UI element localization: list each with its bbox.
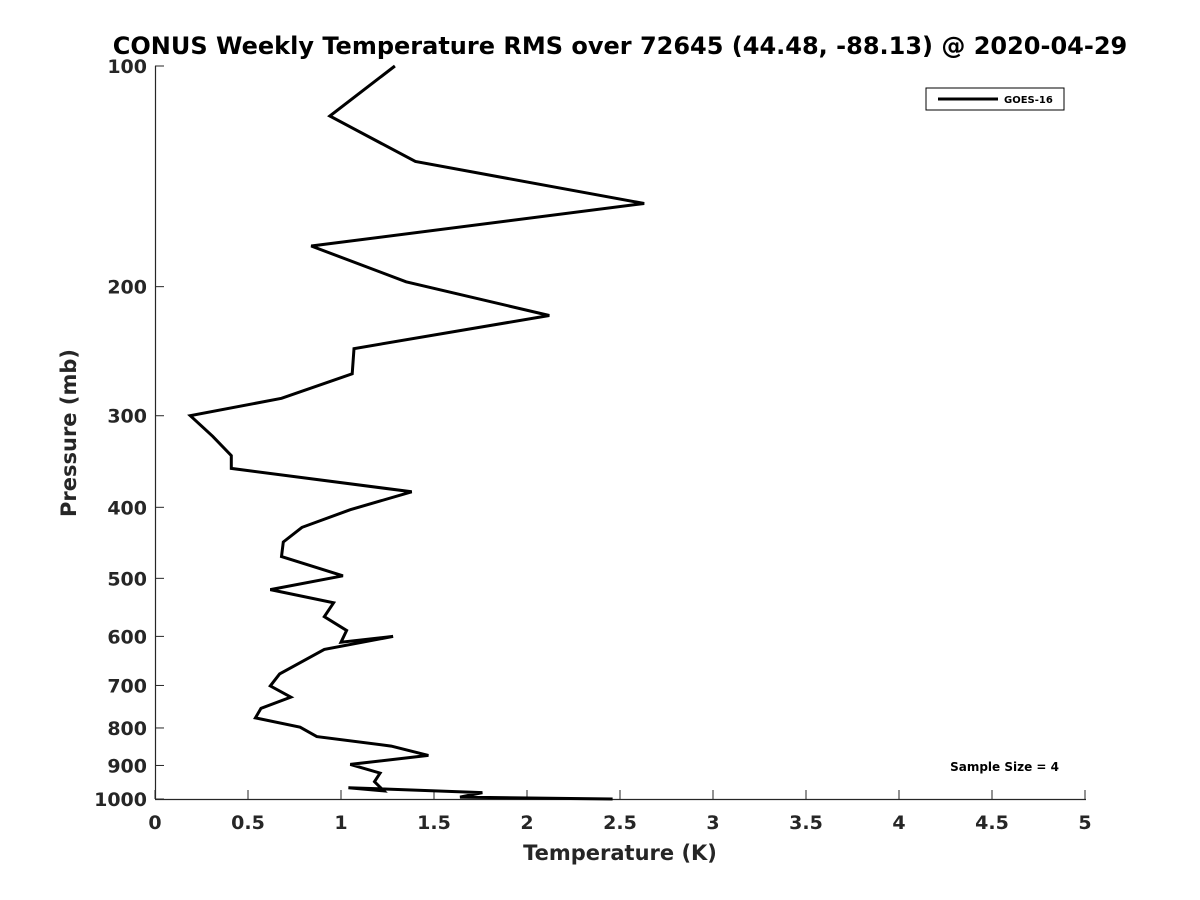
- x-tick-label: 2: [520, 812, 533, 834]
- y-tick-label: 400: [107, 497, 147, 519]
- chart-title: CONUS Weekly Temperature RMS over 72645 …: [113, 32, 1127, 60]
- x-axis-ticks: 0 0.5 1 1.5 2 2.5 3 3.5 4 4.5 5: [148, 790, 1092, 834]
- x-tick-label: 0.5: [231, 812, 265, 834]
- x-tick-label: 4.5: [975, 812, 1009, 834]
- x-tick-label: 4: [892, 812, 905, 834]
- y-axis-ticks: 100 200 300 400 500 600 700 800 900 1000: [94, 56, 164, 811]
- x-tick-label: 1: [334, 812, 347, 834]
- y-tick-label: 800: [107, 718, 147, 740]
- y-tick-label: 600: [107, 626, 147, 648]
- y-tick-label: 700: [107, 675, 147, 697]
- y-tick-label: 1000: [94, 789, 147, 811]
- x-tick-label: 2.5: [603, 812, 637, 834]
- x-tick-label: 1.5: [417, 812, 451, 834]
- x-tick-label: 0: [148, 812, 161, 834]
- x-tick-label: 5: [1078, 812, 1091, 834]
- y-tick-label: 500: [107, 568, 147, 590]
- sample-size-annotation: Sample Size = 4: [950, 760, 1059, 774]
- x-axis-label: Temperature (K): [523, 841, 717, 865]
- y-axis-label: Pressure (mb): [57, 349, 81, 517]
- y-tick-label: 900: [107, 755, 147, 777]
- y-tick-label: 100: [107, 56, 147, 78]
- legend: GOES-16: [925, 87, 1065, 111]
- legend-label: GOES-16: [1004, 95, 1053, 106]
- y-tick-label: 200: [107, 277, 147, 299]
- y-tick-label: 300: [107, 406, 147, 428]
- series-line-goes16: [187, 64, 645, 801]
- x-tick-label: 3.5: [789, 812, 823, 834]
- x-tick-label: 3: [706, 812, 719, 834]
